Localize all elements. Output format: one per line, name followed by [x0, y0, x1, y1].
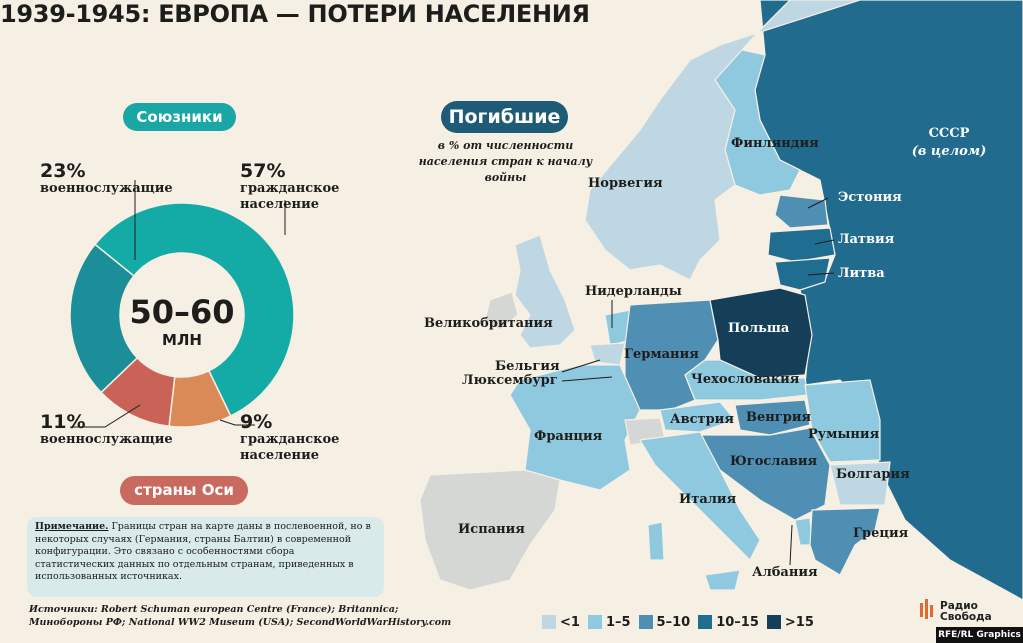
country-label-romania: Румыния [808, 427, 880, 442]
map-poland [709, 287, 813, 379]
slice-label-axis-military: военнослужащие [40, 432, 173, 447]
legend-item: 5–10 [638, 614, 691, 630]
legend-item: <1 [542, 615, 580, 630]
note-text: Границы стран на карте даны в послевоенн… [35, 521, 371, 582]
country-label-estonia: Эстония [838, 190, 902, 205]
country-label-ussr: СССР [928, 126, 970, 141]
slice-label-allies-civil: гражданское население [240, 181, 340, 212]
map-spain [419, 469, 561, 591]
legend-label: 5–10 [656, 614, 691, 630]
legend-swatch [587, 615, 602, 629]
country-label-latvia: Латвия [838, 232, 895, 247]
map-ireland [484, 291, 519, 331]
legend-swatch [698, 615, 713, 629]
leader-line [814, 239, 835, 245]
country-label-bulgaria: Болгария [836, 467, 910, 482]
country-label-ussr-note: (в целом) [911, 144, 987, 159]
radio-svoboda-logo-icon [920, 599, 933, 619]
sources: Источники: Robert Schuman european Centr… [29, 604, 452, 628]
map-hungary [734, 399, 811, 436]
logo-line-2: Свобода [940, 611, 992, 623]
legend-swatch [638, 615, 653, 629]
map-estonia [774, 194, 829, 229]
country-label-norway: Норвегия [588, 176, 663, 191]
map-albania [794, 517, 813, 546]
map-sardinia [647, 521, 665, 561]
page-title: 1939-1945: ЕВРОПА — ПОТЕРИ НАСЕЛЕНИЯ [0, 0, 590, 28]
country-label-belgium: Бельгия [495, 359, 560, 374]
legend-item: 1–5 [587, 614, 631, 630]
slice-label-axis-civil: гражданское население [240, 432, 340, 463]
legend-swatch [766, 615, 781, 629]
country-label-italy: Италия [679, 492, 737, 507]
axis-badge: страны Оси [120, 476, 248, 505]
map-france [509, 364, 641, 491]
slice-value-axis-civil: 9% [240, 411, 273, 433]
legend-label: 1–5 [605, 614, 631, 630]
country-label-greece: Греция [853, 526, 909, 541]
deaths-badge: Погибшие [441, 101, 568, 133]
leader-line [807, 197, 829, 209]
country-label-poland: Польша [728, 321, 790, 336]
deaths-description: в % от численности населения стран к нач… [418, 139, 593, 184]
legend-swatch [542, 615, 556, 629]
donut-hole [120, 253, 244, 377]
map-legend: <1 1–5 5–10 10–15 >15 [542, 612, 814, 632]
leader-line [70, 404, 141, 428]
country-label-austria: Австрия [670, 412, 734, 427]
map-romania [804, 379, 881, 463]
leader-line [561, 359, 601, 373]
map-latvia [767, 227, 836, 263]
country-label-czechoslovakia: Чехословакия [691, 372, 800, 387]
note-heading: Примечание. [35, 521, 109, 532]
map-uk [514, 234, 576, 349]
donut-chart [69, 180, 295, 428]
total-value: 50–60 [129, 293, 235, 331]
map-lithuania [774, 257, 831, 291]
slice-value-allies-civil: 57% [240, 160, 286, 182]
legend-item: 10–15 [698, 615, 759, 630]
country-label-albania: Албания [752, 565, 818, 580]
legend-label: <1 [560, 614, 580, 630]
leader-line [807, 272, 835, 276]
map-yugoslavia [698, 427, 831, 521]
europe-map [419, 0, 1023, 601]
country-label-netherlands: Нидерланды [585, 284, 682, 299]
slice-label-allies-military: военнослужащие [40, 181, 173, 196]
leader-line [561, 376, 613, 382]
country-label-germany: Германия [624, 347, 699, 362]
country-label-spain: Испания [458, 522, 525, 537]
logo-text: Радио Свобода [940, 601, 992, 623]
map-scandinavia [584, 0, 861, 281]
logo-line-1: Радио [940, 600, 978, 612]
country-label-yugoslavia: Югославия [730, 454, 818, 469]
country-label-lithuania: Литва [838, 266, 885, 281]
slice-value-axis-military: 11% [40, 411, 86, 433]
slice-value-allies-military: 23% [40, 160, 86, 182]
legend-label: >15 [784, 614, 814, 630]
map-italy [639, 431, 761, 562]
country-label-finland: Финляндия [731, 136, 819, 151]
note-box: Примечание. Границы стран на карте даны … [27, 517, 384, 597]
allies-badge: Союзники [123, 103, 236, 131]
map-austria [659, 401, 737, 433]
legend-item: >15 [766, 614, 814, 630]
leader-line [219, 419, 255, 426]
country-label-france: Франция [534, 429, 603, 444]
map-sicily [704, 569, 741, 591]
total-unit: МЛН [162, 331, 202, 349]
leader-line [789, 524, 793, 566]
legend-label: 10–15 [716, 614, 759, 630]
country-label-hungary: Венгрия [746, 410, 812, 425]
country-label-luxembourg: Люксембург [462, 373, 558, 388]
credit: RFE/RL Graphics [936, 627, 1023, 643]
map-greece [809, 507, 881, 576]
country-label-uk: Великобритания [424, 316, 553, 331]
map-bulgaria [829, 461, 891, 506]
